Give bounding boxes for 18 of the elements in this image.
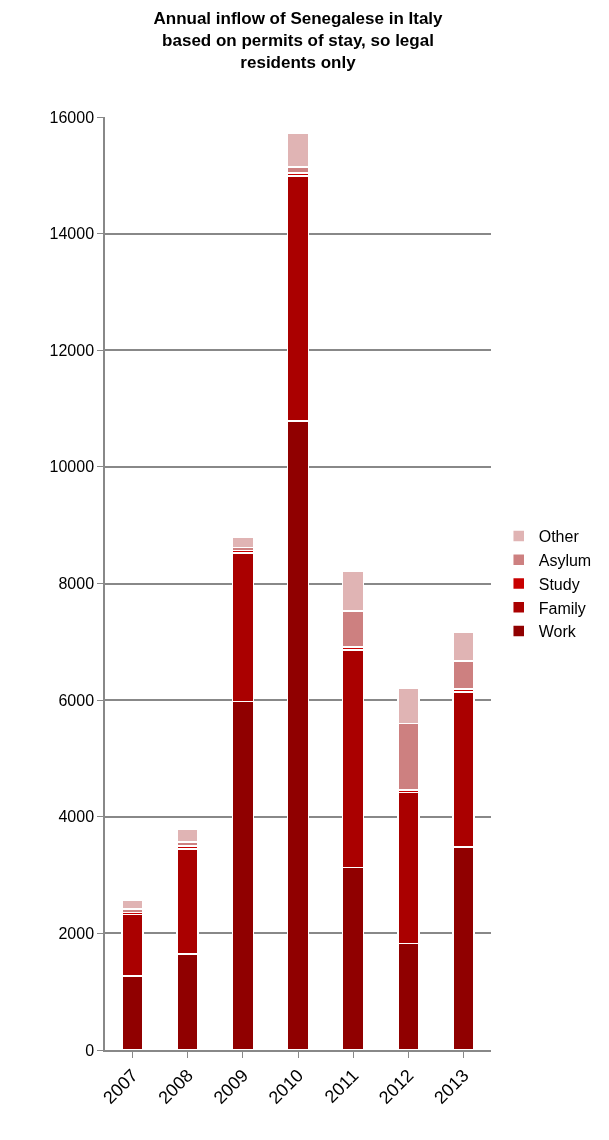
y-tick-label: 4000 (58, 808, 95, 826)
chart-title: Annual inflow of Senegalese in Italy based on permits of stay, so legal residents only (153, 9, 444, 73)
y-tick-label: 10000 (49, 458, 95, 476)
bar (231, 536, 255, 549)
y-tick-label: 2000 (58, 924, 95, 942)
y-tick-label: 6000 (58, 691, 95, 709)
y-tick-label: 16000 (49, 108, 95, 126)
legend-label: Family (538, 599, 586, 617)
legend-label: Asylum (538, 551, 592, 569)
y-tick-label: 8000 (58, 575, 95, 593)
y-tick-label: 14000 (49, 225, 95, 243)
bar (121, 899, 144, 910)
legend-label: Other (538, 528, 580, 546)
y-tick-label: 12000 (49, 341, 95, 359)
y-tick-label: 0 (85, 1041, 95, 1059)
legend-label: Work (538, 623, 577, 641)
legend-label: Study (538, 575, 580, 593)
bar (176, 828, 199, 843)
